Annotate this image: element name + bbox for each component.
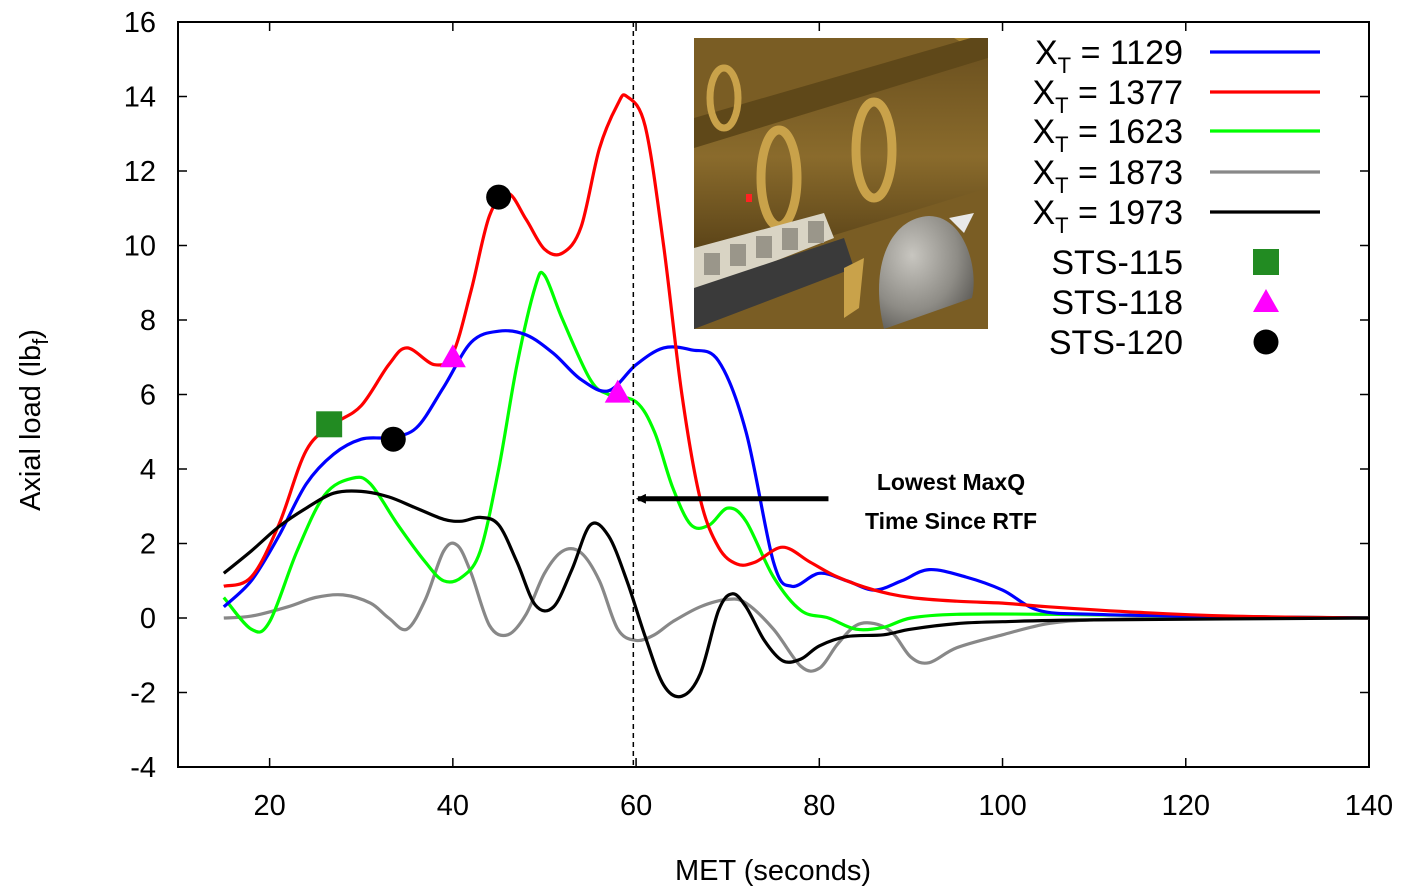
series-line-0 bbox=[222, 329, 1369, 620]
legend-label-series-2: XT = 1623 bbox=[1032, 113, 1183, 157]
series-line-3 bbox=[223, 541, 1369, 673]
series-layer bbox=[222, 93, 1369, 699]
legend-marker-sts-115 bbox=[1253, 249, 1279, 275]
y-tick-label: 16 bbox=[124, 7, 156, 39]
y-tick-label: -4 bbox=[130, 752, 156, 784]
x-tick-label: 40 bbox=[437, 790, 469, 822]
y-tick-label: 6 bbox=[140, 380, 156, 412]
marker-sts-120 bbox=[486, 184, 512, 210]
legend-label-series-0: XT = 1129 bbox=[1035, 34, 1183, 78]
series-line-1 bbox=[223, 93, 1369, 620]
shuttle-tank-render-icon bbox=[694, 38, 988, 329]
y-tick-label: 2 bbox=[140, 529, 156, 561]
annotation-line-1: Lowest MaxQ bbox=[877, 469, 1025, 495]
x-tick-label: 80 bbox=[803, 790, 835, 822]
x-axis-ticks: 20 40 60 80 100 120 140 bbox=[253, 22, 1393, 822]
x-tick-label: 100 bbox=[978, 790, 1026, 822]
y-tick-label: 4 bbox=[140, 454, 156, 486]
legend-label-sts-118: STS-118 bbox=[1051, 284, 1183, 322]
y-axis-title: Axial load (lbf) bbox=[15, 329, 53, 511]
legend-marker-sts-120 bbox=[1253, 329, 1279, 355]
y-axis-ticks: -4 -2 0 2 4 6 8 10 12 14 16 bbox=[124, 7, 1369, 784]
marker-sts-118 bbox=[439, 344, 466, 368]
legend-label-series-3: XT = 1873 bbox=[1032, 154, 1183, 198]
marker-layer bbox=[316, 184, 631, 452]
x-tick-label: 140 bbox=[1345, 790, 1393, 822]
y-tick-label: 8 bbox=[140, 305, 156, 337]
legend-label-sts-120: STS-120 bbox=[1049, 324, 1183, 362]
y-tick-label: 10 bbox=[124, 231, 156, 263]
x-tick-label: 120 bbox=[1162, 790, 1210, 822]
legend-marker-sts-118 bbox=[1253, 289, 1279, 312]
y-tick-label: 14 bbox=[124, 82, 156, 114]
x-tick-label: 20 bbox=[253, 790, 285, 822]
x-tick-label: 60 bbox=[620, 790, 652, 822]
legend-label-series-1: XT = 1377 bbox=[1032, 74, 1183, 118]
y-tick-label: 0 bbox=[140, 603, 156, 635]
x-axis-title: MET (seconds) bbox=[675, 855, 871, 887]
series-line-4 bbox=[222, 489, 1369, 699]
annotation-line-2: Time Since RTF bbox=[865, 508, 1037, 534]
y-tick-label: 12 bbox=[124, 156, 156, 188]
marker-sts-120 bbox=[380, 426, 406, 452]
marker-sts-115 bbox=[316, 411, 343, 438]
y-tick-label: -2 bbox=[130, 678, 156, 710]
marker-sts-118 bbox=[604, 379, 631, 403]
legend-label-sts-115: STS-115 bbox=[1051, 244, 1183, 282]
legend-label-series-4: XT = 1973 bbox=[1032, 194, 1183, 238]
